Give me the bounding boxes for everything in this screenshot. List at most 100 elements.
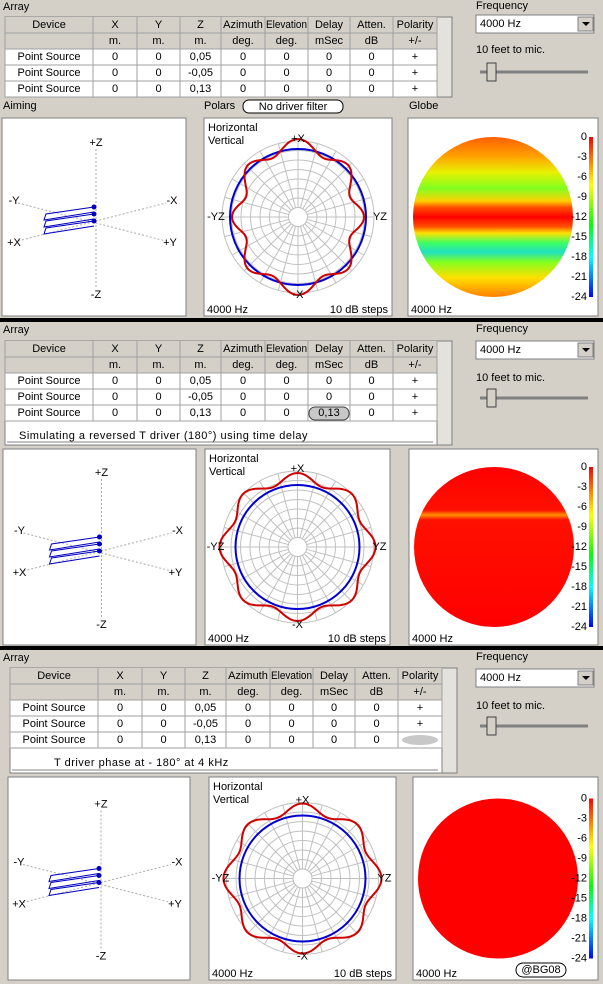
polar-spoke — [299, 473, 318, 539]
unit-label: m. — [109, 35, 121, 47]
polar-spoke — [243, 162, 292, 211]
watermark: @BG08 — [521, 964, 560, 976]
color-scale-label: -15 — [571, 231, 587, 243]
column-header: Elevation — [271, 670, 312, 682]
table-cell: + — [412, 51, 418, 63]
driver-icon — [48, 536, 100, 551]
slider-thumb[interactable] — [486, 62, 497, 82]
polar-spoke — [277, 555, 296, 621]
vertical-curve — [230, 138, 366, 297]
axis-label: +Y — [163, 237, 177, 249]
column-header: Y — [160, 670, 168, 682]
table-cell: 0 — [155, 391, 161, 403]
horizontal-curve — [238, 814, 367, 943]
unit-label: deg. — [276, 359, 297, 371]
polar-spoke — [302, 150, 337, 210]
axis-label: +Z — [95, 467, 108, 479]
unit-label: deg. — [232, 359, 253, 371]
column-header: Azimuth — [223, 19, 263, 31]
color-scale-label: -18 — [571, 912, 587, 924]
driver-icon — [48, 543, 100, 558]
table-cell: 0 — [112, 375, 118, 387]
table-cell: 0 — [283, 407, 289, 419]
color-scale-label: -18 — [571, 251, 587, 263]
column-header: Z — [202, 670, 209, 682]
scrollbar[interactable] — [441, 667, 458, 774]
filter-button[interactable] — [242, 99, 344, 114]
color-scale-label: -15 — [571, 892, 587, 904]
table-cell: 0 — [368, 67, 374, 79]
color-bar — [589, 137, 593, 297]
table-cell: 0 — [288, 702, 294, 714]
table-cell: 0 — [283, 391, 289, 403]
color-scale-label: -21 — [571, 601, 587, 613]
table-cell: 0 — [160, 718, 166, 730]
unit-label: mSec — [315, 35, 344, 47]
table-cell: -0,05 — [188, 67, 213, 79]
driver-dot — [97, 548, 102, 554]
column-header: Polarity — [397, 343, 434, 355]
color-bar — [589, 467, 593, 627]
column-header: Z — [197, 19, 204, 31]
axis-label: +Z — [89, 137, 102, 149]
polar-spoke — [224, 218, 290, 238]
table-cell: 0 — [283, 83, 289, 95]
polar-steps: 10 dB steps — [334, 968, 393, 980]
polar-spoke — [304, 162, 353, 211]
polar-spoke — [306, 812, 341, 871]
unit-label: deg. — [276, 35, 297, 47]
scrollbar[interactable] — [436, 340, 453, 446]
frequency-dropdown[interactable] — [475, 14, 595, 34]
table-cell: Point Source — [18, 83, 81, 95]
axis-label: +Y — [169, 567, 183, 579]
polar-axis-label: +X — [291, 463, 305, 475]
polar-spoke — [305, 178, 365, 213]
polar-spoke — [299, 555, 318, 621]
table-cell: 0 — [331, 734, 337, 746]
color-bar — [589, 798, 593, 959]
color-scale-label: -9 — [577, 521, 587, 533]
polar-spoke — [299, 143, 319, 209]
polar-spoke — [228, 880, 294, 899]
slider-thumb[interactable] — [486, 716, 497, 736]
table-cell: 0 — [112, 83, 118, 95]
dropdown-arrow — [582, 676, 590, 680]
table-cell: + — [412, 407, 418, 419]
table-cell: 0 — [240, 375, 246, 387]
table-cell: 0 — [155, 83, 161, 95]
axis-label: +X — [7, 237, 21, 249]
scrollbar[interactable] — [436, 16, 453, 98]
polar-spoke — [259, 554, 294, 614]
polar-axis-label: -X — [293, 289, 305, 301]
table-cell: 0 — [112, 67, 118, 79]
driver-icon — [48, 882, 100, 897]
separator — [0, 646, 603, 650]
table-cell: 0 — [326, 51, 332, 63]
color-scale-label: -24 — [571, 952, 587, 964]
note: T driver phase at - 180° at 4 kHz — [54, 757, 229, 769]
unit-label: deg. — [237, 686, 258, 698]
polar-spoke — [305, 551, 364, 586]
driver-dot — [96, 866, 102, 871]
table-cell: 0 — [112, 391, 118, 403]
table-cell: + — [417, 702, 423, 714]
view-box — [7, 776, 191, 981]
frequency-dropdown[interactable] — [475, 668, 595, 688]
column-header: X — [111, 343, 119, 355]
column-header: Device — [32, 19, 66, 31]
column-header: Device — [32, 343, 66, 355]
edit-highlight[interactable] — [308, 406, 350, 421]
polar-spoke — [228, 858, 294, 877]
column-header: Elevation — [266, 19, 307, 31]
axis-label: +X — [12, 898, 26, 910]
edit-highlight[interactable] — [402, 735, 438, 745]
slider-thumb[interactable] — [486, 388, 497, 408]
unit-label: m. — [114, 686, 126, 698]
unit-label: dB — [365, 359, 378, 371]
control-label: Frequency — [476, 0, 528, 12]
column-header: Delay — [315, 19, 344, 31]
table-cell: 0 — [283, 67, 289, 79]
color-scale-label: -3 — [577, 812, 587, 824]
frequency-dropdown[interactable] — [475, 340, 595, 360]
globe-frequency: 4000 Hz — [411, 304, 452, 316]
